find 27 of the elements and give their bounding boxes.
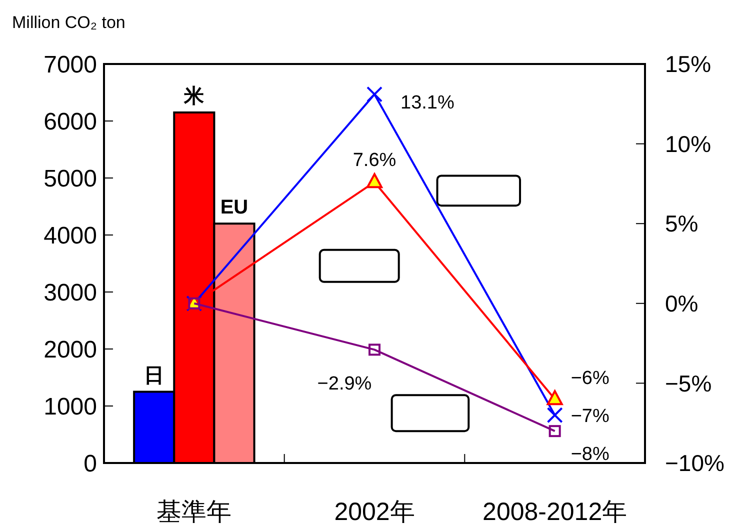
y2-tick-label: −5% xyxy=(665,370,712,396)
data-label: 13.1% xyxy=(400,92,454,114)
y2-tick-label: 15% xyxy=(665,51,712,78)
data-label: −2.9% xyxy=(317,374,372,395)
y-tick-label: 1000 xyxy=(44,393,97,420)
y-axis-title: Million CO₂ ton xyxy=(12,13,126,32)
y2-tick-label: −10% xyxy=(665,450,724,476)
data-label: −6% xyxy=(570,368,610,390)
y-tick-label: 4000 xyxy=(44,222,97,250)
data-label: 7.6% xyxy=(352,150,396,172)
data-label: −7% xyxy=(570,406,610,428)
y-tick-label: 7000 xyxy=(44,51,97,78)
x-tick-label: 基準年 xyxy=(156,498,232,526)
series-label: 日 xyxy=(144,364,164,387)
series-label: 米 xyxy=(183,85,206,108)
x-tick-label: 2008-2012年 xyxy=(482,498,628,526)
y-tick-label: 3000 xyxy=(44,279,97,306)
y2-tick-label: 10% xyxy=(665,130,712,157)
series-label: EU xyxy=(220,196,248,219)
y-tick-label: 2000 xyxy=(44,336,97,364)
y-tick-label: 6000 xyxy=(44,108,97,136)
x-tick-label: 2002年 xyxy=(334,498,415,526)
y2-tick-label: 0% xyxy=(665,290,698,316)
y-tick-label: 5000 xyxy=(44,165,97,192)
data-label: −8% xyxy=(570,444,610,466)
y2-tick-label: 5% xyxy=(665,210,698,237)
y-tick-label: 0 xyxy=(84,450,97,478)
